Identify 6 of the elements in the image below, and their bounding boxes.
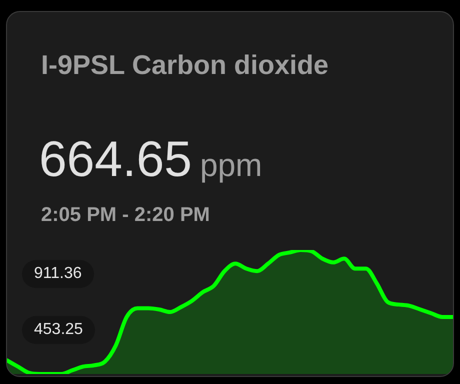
text: 664.65 — [39, 131, 192, 187]
text: 2:05 PM - 2:20 PM — [41, 204, 210, 227]
annotation: 453.25 — [22, 316, 95, 344]
text: ppm — [200, 147, 262, 183]
annotation: 911.36 — [22, 260, 94, 288]
chart-title: I-9PSL Carbon dioxide — [41, 50, 329, 81]
